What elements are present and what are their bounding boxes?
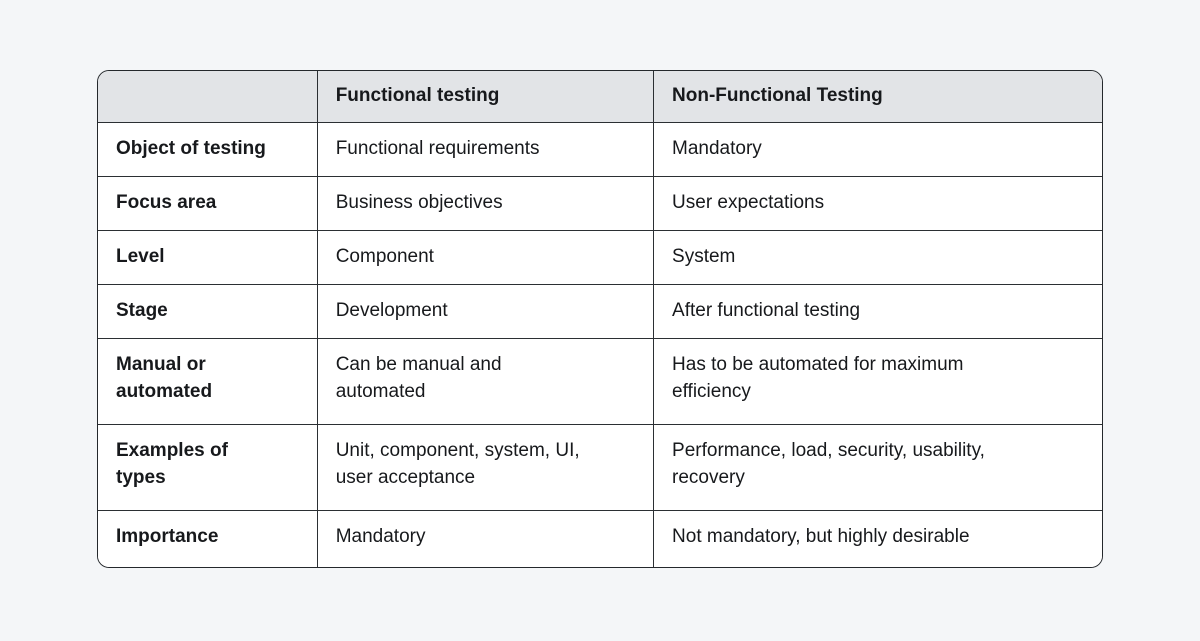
row-label: Level xyxy=(98,230,318,285)
table-row-importance: Importance Mandatory Not mandatory, but … xyxy=(98,510,1102,567)
non-functional-cell: User expectations xyxy=(653,176,1102,231)
comparison-table: Functional testing Non-Functional Testin… xyxy=(97,70,1103,568)
functional-cell: Component xyxy=(317,230,655,285)
header-row: Functional testing Non-Functional Testin… xyxy=(98,71,1102,123)
functional-cell: Development xyxy=(317,284,655,339)
functional-cell: Business objectives xyxy=(317,176,655,231)
functional-cell: Mandatory xyxy=(317,510,655,567)
non-functional-cell: Not mandatory, but highly desirable xyxy=(653,510,1102,567)
functional-cell: Unit, component, system, UI, user accept… xyxy=(317,424,655,511)
table-row-examples-of-types: Examples of types Unit, component, syste… xyxy=(98,424,1102,511)
non-functional-cell: After functional testing xyxy=(653,284,1102,339)
non-functional-cell: Performance, load, security, usability, … xyxy=(653,424,1102,511)
table-row-object-of-testing: Object of testing Functional requirement… xyxy=(98,122,1102,177)
table-row-focus-area: Focus area Business objectives User expe… xyxy=(98,176,1102,231)
row-label: Importance xyxy=(98,510,318,567)
header-cell-non-functional-testing: Non-Functional Testing xyxy=(653,71,1102,123)
row-label: Manual or automated xyxy=(98,338,318,425)
non-functional-cell: Has to be automated for maximum efficien… xyxy=(653,338,1102,425)
header-cell-empty xyxy=(98,71,318,123)
functional-cell: Can be manual and automated xyxy=(317,338,655,425)
non-functional-cell: System xyxy=(653,230,1102,285)
row-label: Stage xyxy=(98,284,318,339)
non-functional-cell: Mandatory xyxy=(653,122,1102,177)
table-row-manual-or-automated: Manual or automated Can be manual and au… xyxy=(98,338,1102,425)
row-label: Examples of types xyxy=(98,424,318,511)
functional-cell: Functional requirements xyxy=(317,122,655,177)
table-row-level: Level Component System xyxy=(98,230,1102,285)
row-label: Focus area xyxy=(98,176,318,231)
row-label: Object of testing xyxy=(98,122,318,177)
header-cell-functional-testing: Functional testing xyxy=(317,71,655,123)
table-row-stage: Stage Development After functional testi… xyxy=(98,284,1102,339)
functional-vs-nonfunctional-table: Functional testing Non-Functional Testin… xyxy=(98,71,1102,567)
